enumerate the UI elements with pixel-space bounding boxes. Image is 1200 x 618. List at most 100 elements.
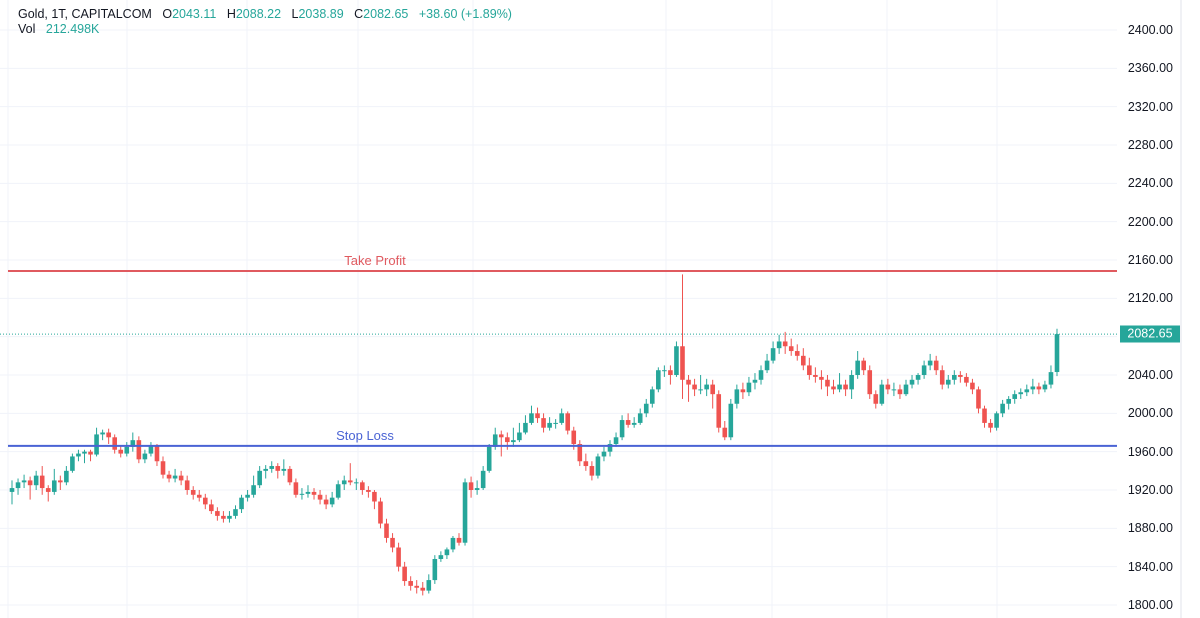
high-value: 2088.22: [235, 7, 282, 21]
candle-body: [553, 422, 558, 424]
candle-body: [384, 523, 389, 538]
price-axis-tick: 2240.00: [1127, 176, 1173, 191]
price-axis-tick: 1800.00: [1127, 598, 1173, 612]
candle-body: [51, 480, 57, 492]
candle-body: [202, 497, 208, 505]
candle-body: [33, 475, 39, 486]
candle-body: [100, 432, 105, 435]
price-axis-tick: 1920.00: [1127, 483, 1173, 497]
candle-body: [547, 422, 552, 428]
price-axis-tick: 2120.00: [1127, 291, 1173, 306]
candle-body: [782, 341, 788, 347]
candle-body: [323, 499, 329, 505]
candle-body: [927, 360, 933, 366]
candle-body: [456, 537, 462, 543]
candle-body: [559, 413, 564, 423]
candle-body: [233, 509, 238, 516]
candle-body: [601, 451, 607, 457]
candle-body: [843, 384, 848, 390]
candle-body: [1048, 372, 1054, 385]
candle-body: [958, 375, 963, 377]
candle-body: [82, 451, 87, 454]
candle-body: [583, 461, 589, 467]
candle-body: [607, 444, 613, 452]
candle-body: [740, 389, 746, 393]
candle-body: [988, 422, 993, 428]
candle-body: [70, 456, 75, 471]
candle-body: [891, 389, 897, 391]
candle-body: [184, 480, 190, 490]
high-label: H: [226, 7, 236, 21]
candle-body: [849, 375, 854, 390]
candle-body: [106, 432, 111, 438]
candle-body: [529, 413, 534, 423]
candle-body: [486, 446, 492, 471]
candle-body: [764, 360, 770, 371]
low-value: 2038.89: [298, 7, 344, 21]
candle-body: [64, 470, 69, 483]
candle-body: [1006, 398, 1011, 404]
candle-body: [565, 413, 571, 431]
take-profit-label[interactable]: Take Profit: [344, 253, 406, 269]
candle-body: [335, 484, 341, 498]
candle-body: [873, 394, 879, 404]
candle-body: [287, 468, 293, 483]
candle-body: [408, 581, 413, 586]
candle-body: [414, 585, 420, 588]
candle-body: [939, 370, 945, 385]
candle-body: [776, 341, 782, 349]
candle-body: [347, 480, 353, 483]
price-axis-tick: 2280.00: [1127, 138, 1173, 152]
candle-body: [861, 360, 867, 371]
candle-body: [251, 485, 256, 495]
price-axis-tick: 1880.00: [1127, 521, 1173, 536]
volume-label: Vol: [18, 22, 36, 36]
candle-body: [444, 549, 450, 556]
candle-body: [813, 375, 818, 377]
candle-body: [27, 480, 33, 486]
candle-body: [45, 488, 51, 492]
candle-body: [897, 389, 903, 395]
open-label: O: [162, 7, 173, 21]
candle-body: [136, 440, 142, 460]
candle-body: [595, 456, 601, 476]
candle-body: [245, 494, 250, 498]
candle-body: [945, 379, 951, 385]
candle-body: [1036, 386, 1042, 390]
candle-body: [196, 494, 202, 498]
candle-body: [160, 461, 166, 475]
candle-body: [523, 422, 528, 433]
candle-body: [649, 389, 655, 404]
candle-body: [964, 376, 969, 383]
candle-body: [879, 384, 885, 404]
candle-body: [299, 493, 305, 495]
candle-body: [535, 413, 540, 419]
candle-body: [794, 351, 800, 356]
candle-body: [855, 360, 860, 375]
symbol-label[interactable]: Gold, 1T, CAPITALCOM: [18, 7, 152, 21]
candle-body: [172, 475, 178, 479]
candle-body: [396, 547, 401, 567]
candle-body: [801, 355, 806, 366]
candle-body: [613, 437, 619, 444]
chart-legend: Gold, 1T, CAPITALCOM O2043.11 H2088.22 L…: [18, 7, 512, 37]
candle-body: [227, 515, 232, 519]
candle-body: [58, 480, 63, 483]
volume-row: Vol 212.498K: [18, 22, 512, 37]
stop-loss-label[interactable]: Stop Loss: [336, 427, 394, 443]
candle-body: [541, 418, 546, 428]
candle-body: [15, 482, 21, 489]
candle-body: [341, 480, 347, 485]
candle-body: [124, 446, 130, 454]
candle-body: [474, 488, 480, 490]
candle-body: [239, 497, 244, 510]
candle-body: [293, 482, 299, 495]
candle-body: [426, 580, 432, 591]
candle-body: [692, 384, 697, 390]
candle-body: [511, 440, 516, 443]
open-value: 2043.11: [172, 7, 217, 21]
close-value: 2082.65: [363, 7, 409, 21]
candle-body: [360, 482, 365, 490]
